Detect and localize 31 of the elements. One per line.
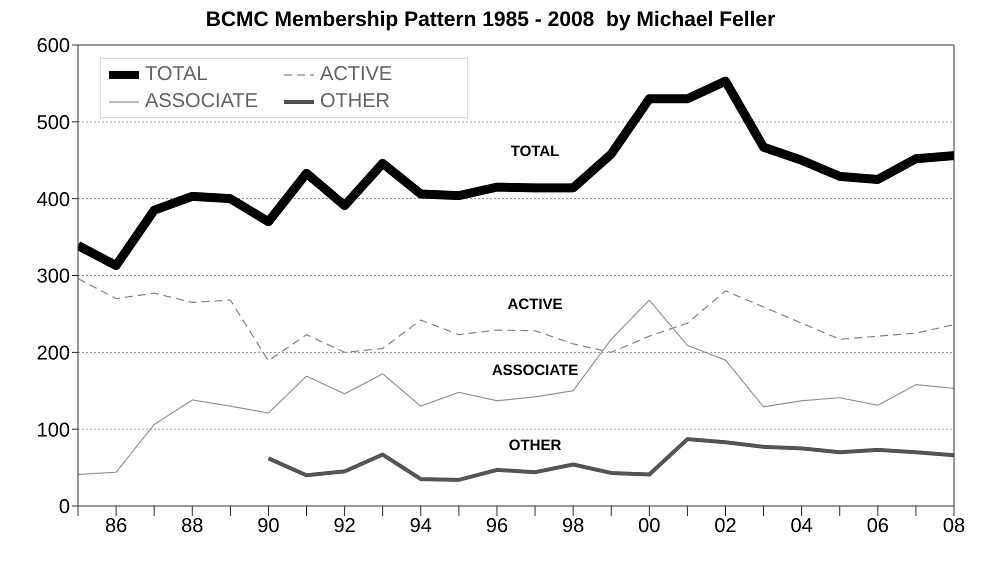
x-tick-label: 06 xyxy=(866,515,889,538)
text: ASSOCIATE xyxy=(492,362,578,379)
x-tick-label: 86 xyxy=(104,515,128,538)
y-tick-label: 0 xyxy=(58,496,70,518)
legend-label: ACTIVE xyxy=(320,63,392,86)
x-tick-label: 02 xyxy=(714,515,737,538)
x-tick-label: 88 xyxy=(181,515,204,538)
line-series xyxy=(266,437,954,482)
text: OTHER xyxy=(508,437,562,454)
text: TOTAL xyxy=(510,142,560,160)
legend-label: TOTAL xyxy=(145,63,208,86)
y-tick-label: 100 xyxy=(36,419,70,442)
y-tick-label: 200 xyxy=(36,342,70,364)
x-tick-label: 96 xyxy=(486,515,508,538)
y-tick-label: 600 xyxy=(36,35,70,58)
line-series xyxy=(78,278,954,362)
x-tick-label: 94 xyxy=(410,515,432,538)
text: ACTIVE xyxy=(508,296,563,313)
y-tick-label: 300 xyxy=(36,266,70,288)
legend-label: ASSOCIATE xyxy=(145,90,258,113)
x-tick-label: 04 xyxy=(790,515,813,538)
legend-label: OTHER xyxy=(320,90,390,113)
chart-title: BCMC Membership Pattern 1985 - 2008 by Michael Feller xyxy=(204,8,776,33)
y-tick-label: 500 xyxy=(36,112,70,134)
x-tick-label: 00 xyxy=(638,515,660,538)
x-tick-label: 92 xyxy=(333,515,356,538)
x-tick-label: 90 xyxy=(257,515,280,538)
x-tick-label: 08 xyxy=(942,515,966,538)
x-tick-label: 98 xyxy=(562,515,584,538)
y-tick-label: 400 xyxy=(36,188,70,211)
line-series xyxy=(78,299,954,476)
